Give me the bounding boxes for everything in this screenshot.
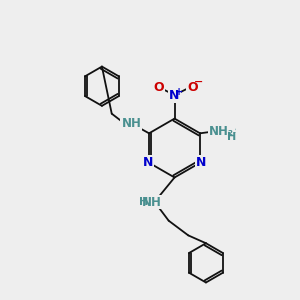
Text: NH₂: NH₂ — [209, 125, 234, 138]
Text: H: H — [227, 132, 236, 142]
Text: N: N — [169, 88, 180, 101]
Text: N: N — [196, 156, 206, 169]
Text: N: N — [143, 156, 153, 169]
Text: +: + — [176, 87, 184, 97]
Text: H: H — [139, 197, 148, 207]
Text: O: O — [154, 81, 164, 94]
Text: O: O — [187, 81, 197, 94]
Text: −: − — [194, 77, 203, 87]
Text: NH₂: NH₂ — [216, 125, 237, 135]
Text: 2: 2 — [230, 128, 237, 138]
Text: NH: NH — [122, 117, 141, 130]
Text: NH: NH — [142, 196, 162, 208]
Text: NH: NH — [216, 124, 236, 137]
